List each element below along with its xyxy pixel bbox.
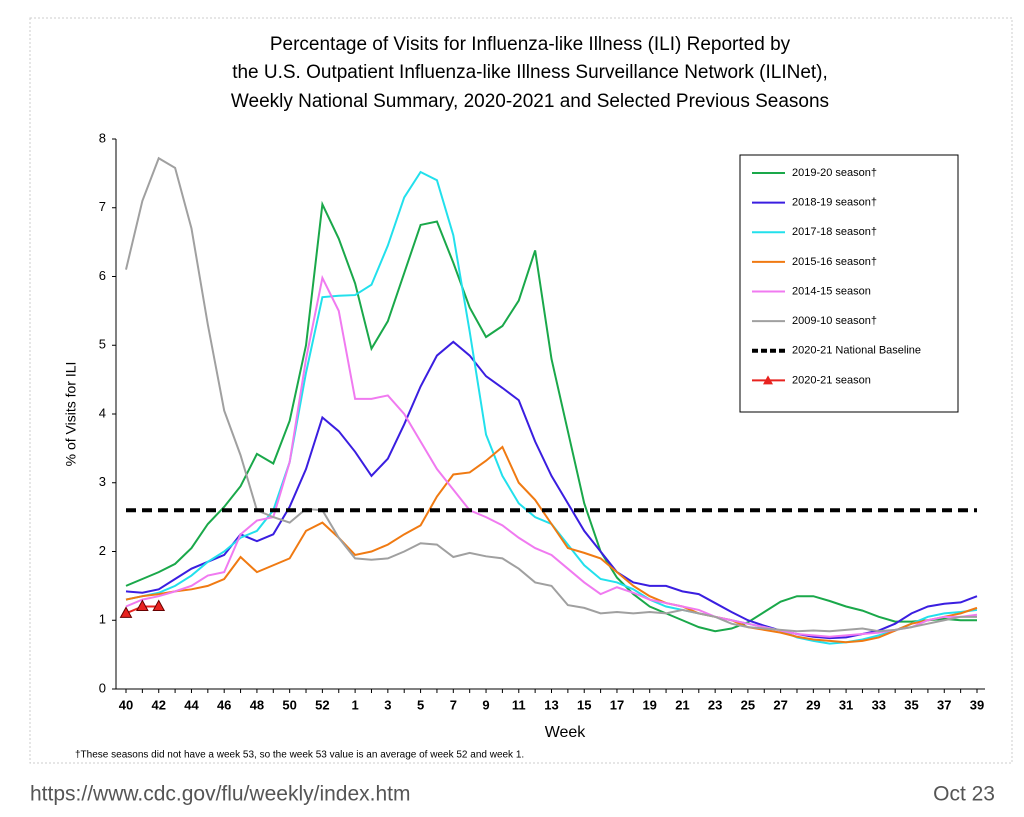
- series-line: [125, 445, 978, 644]
- y-tick-label: 6: [99, 268, 106, 283]
- x-tick-label: 25: [741, 697, 755, 712]
- x-tick-label: 13: [544, 697, 558, 712]
- x-tick-label: 52: [315, 697, 329, 712]
- x-tick-label: 17: [610, 697, 624, 712]
- y-tick-label: 5: [99, 337, 106, 352]
- y-tick-label: 7: [99, 199, 106, 214]
- series-line: [125, 156, 977, 633]
- x-tick-label: 29: [806, 697, 820, 712]
- date: Oct 23: [933, 783, 995, 806]
- footnote: †These seasons did not have a week 53, s…: [75, 750, 524, 761]
- x-tick-label: 3: [384, 697, 391, 712]
- x-tick-label: 19: [642, 697, 656, 712]
- x-tick-label: 31: [839, 697, 853, 712]
- y-tick-label: 3: [99, 474, 106, 489]
- series-line: [125, 274, 978, 638]
- legend-label: 2009-10 season†: [792, 315, 877, 327]
- legend-label: 2020-21 season: [792, 374, 871, 386]
- marker: [136, 599, 149, 611]
- x-tick-label: 9: [482, 697, 489, 712]
- x-tick-label: 40: [119, 697, 133, 712]
- x-tick-label: 46: [217, 697, 231, 712]
- chart-title: the U.S. Outpatient Influenza-like Illne…: [232, 62, 828, 83]
- y-tick-label: 2: [99, 543, 106, 558]
- legend-marker: [763, 375, 773, 385]
- legend-label: 2018-19 season†: [792, 197, 877, 209]
- x-tick-label: 11: [512, 697, 526, 712]
- x-tick-label: 42: [151, 697, 165, 712]
- y-tick-label: 0: [99, 680, 106, 695]
- series-line: [125, 340, 978, 640]
- x-tick-label: 15: [577, 697, 591, 712]
- x-tick-label: 1: [351, 697, 358, 712]
- chart-frame: [29, 17, 1013, 764]
- legend-label: 2014-15 season: [792, 285, 871, 297]
- series-line: [125, 200, 977, 633]
- x-tick-label: 48: [250, 697, 264, 712]
- x-tick-label: 5: [417, 697, 424, 712]
- legend-label: 2015-16 season†: [792, 256, 877, 268]
- x-tick-label: 33: [872, 697, 886, 712]
- legend-label: 2019-20 season†: [792, 167, 877, 179]
- x-tick-label: 35: [904, 697, 918, 712]
- legend-box: [739, 154, 959, 413]
- source-url: https://www.cdc.gov/flu/weekly/index.htm: [30, 783, 411, 806]
- x-tick-label: 37: [937, 697, 951, 712]
- x-tick-label: 21: [675, 697, 689, 712]
- chart-title: Percentage of Visits for Influenza-like …: [270, 34, 791, 55]
- x-axis-label: Week: [545, 724, 587, 741]
- x-tick-label: 23: [708, 697, 722, 712]
- legend-label: 2017-18 season†: [792, 226, 877, 238]
- y-axis-label: % of Visits for ILI: [63, 362, 79, 467]
- y-tick-label: 1: [99, 612, 106, 627]
- y-tick-label: 8: [99, 130, 106, 145]
- x-tick-label: 50: [282, 697, 296, 712]
- x-tick-label: 7: [450, 697, 457, 712]
- x-tick-label: 39: [970, 697, 984, 712]
- marker: [152, 599, 166, 611]
- marker: [119, 606, 133, 618]
- y-tick-label: 4: [99, 405, 106, 420]
- legend-label: 2020-21 National Baseline: [792, 345, 921, 357]
- x-tick-label: 27: [773, 697, 787, 712]
- chart-title: Weekly National Summary, 2020-2021 and S…: [231, 91, 829, 112]
- x-tick-label: 44: [184, 697, 199, 712]
